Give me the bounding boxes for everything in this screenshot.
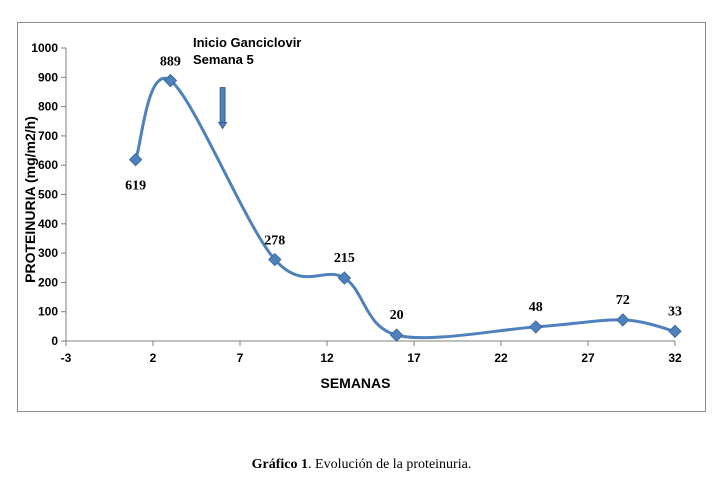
- annotation-arrow-shaft: [219, 87, 226, 123]
- y-tick-label: 300: [38, 246, 58, 260]
- y-tick-label: 500: [38, 188, 58, 202]
- chart-frame: 0 100 200 300 400 500 600 700 800 900 1000 -3 2 7 12 17…: [17, 22, 706, 412]
- y-axis-title: PROTEINURIA (mg/m2/h): [22, 116, 38, 283]
- chart-axes: [65, 48, 675, 342]
- data-point-marker: [163, 73, 178, 88]
- data-label: 20: [390, 308, 404, 323]
- y-tick-label: 600: [38, 158, 58, 172]
- data-label: 889: [160, 55, 181, 70]
- x-tick-label: 32: [668, 351, 682, 365]
- caption-text: . Evolución de la proteinuria.: [308, 457, 472, 472]
- x-tick-label: 17: [407, 351, 421, 365]
- data-label: 48: [529, 300, 543, 315]
- x-tick-label: 22: [494, 351, 508, 365]
- data-point-marker: [389, 328, 404, 342]
- y-tick-label: 900: [38, 70, 58, 84]
- y-tick-label: 800: [38, 100, 58, 114]
- data-labels: 619 889 278 215 20 48 72 33: [125, 55, 682, 324]
- data-label: 619: [125, 179, 146, 194]
- y-tick-label: 100: [38, 305, 58, 319]
- data-point-marker: [616, 313, 630, 327]
- annotation-arrow-head: [217, 122, 228, 130]
- figure-caption: Gráfico 1. Evolución de la proteinuria.: [0, 457, 723, 473]
- data-point-marker: [128, 152, 143, 167]
- y-tick-label: 1000: [31, 41, 58, 55]
- data-label: 215: [334, 251, 355, 266]
- y-tick-label: 700: [38, 129, 58, 143]
- annotation: Inicio Ganciclovir Semana 5: [193, 35, 301, 130]
- data-label: 278: [264, 234, 285, 249]
- series-line: [134, 76, 676, 340]
- x-axis-title: SEMANAS: [320, 375, 390, 391]
- x-tick-label: -3: [61, 351, 72, 365]
- data-point-marker: [268, 252, 282, 267]
- x-tick-label: 12: [320, 351, 334, 365]
- caption-label: Gráfico 1: [251, 457, 309, 472]
- y-tick-label: 400: [38, 217, 58, 231]
- data-point-marker: [668, 324, 682, 339]
- annotation-text: Semana 5: [193, 52, 254, 67]
- x-tick-label: 7: [237, 351, 244, 365]
- series-markers: [128, 73, 682, 342]
- annotation-text: Inicio Ganciclovir: [193, 35, 301, 50]
- x-tick-label: 2: [150, 351, 157, 365]
- x-tick-label: 27: [581, 351, 595, 365]
- data-point-marker: [529, 320, 543, 334]
- data-point-marker: [337, 271, 352, 285]
- y-tick-label: 200: [38, 275, 58, 289]
- data-label: 72: [616, 293, 630, 308]
- data-label: 33: [668, 304, 682, 319]
- y-tick-label: 0: [51, 334, 58, 348]
